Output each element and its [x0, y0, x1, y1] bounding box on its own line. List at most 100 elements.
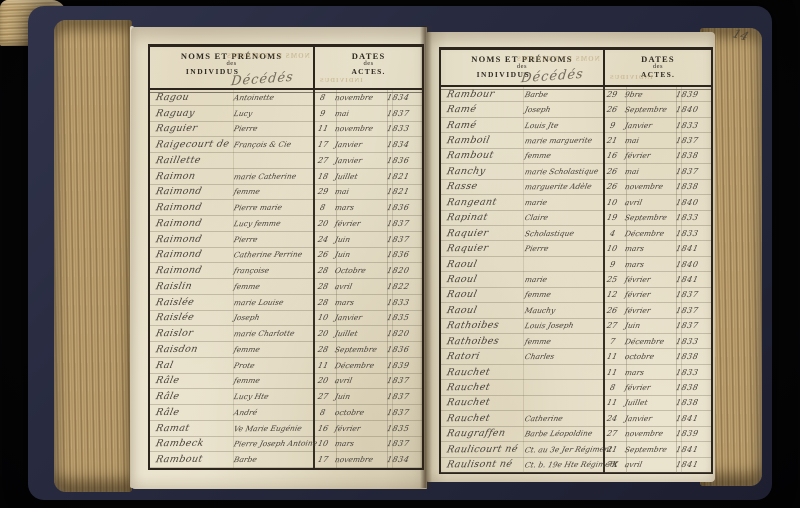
surname-cell: Raisdon [150, 344, 234, 355]
surname-handwriting: Raislée [154, 312, 196, 324]
firstname-handwriting: Catherine [523, 413, 564, 424]
register-row: Ramat Ve Marie Eugénie 16 février 1835 [150, 421, 422, 437]
month-handwriting: octobre [623, 352, 655, 362]
year-cell: 1841 [674, 243, 711, 254]
day-handwriting: 20 [316, 218, 329, 228]
handwritten-category: Décédés [520, 66, 585, 87]
month-cell: février [334, 423, 387, 432]
day-cell: 26 [600, 182, 624, 191]
month-handwriting: novembre [333, 92, 374, 103]
month-handwriting: octobre [333, 407, 366, 418]
day-cell: 27 [600, 429, 624, 438]
month-handwriting: mars [333, 297, 355, 307]
year-handwriting: 1838 [674, 382, 700, 393]
month-cell: Juillet [334, 172, 387, 181]
year-handwriting: 1837 [385, 407, 410, 417]
firstname-handwriting: marie Louise [233, 297, 285, 307]
year-cell: 1836 [385, 344, 422, 354]
month-cell: Septembre [334, 345, 387, 354]
month-cell: novembre [334, 124, 387, 133]
year-handwriting: 1841 [674, 444, 700, 454]
surname-handwriting: Rauchet [445, 381, 492, 394]
firstname-cell: Claire [524, 213, 601, 222]
register-row: Râle femme 20 avril 1837 [150, 374, 422, 390]
year-cell: 1840 [675, 198, 711, 207]
firstname-cell: marie [524, 198, 601, 207]
register-row: Raimond Lucy femme 20 février 1837 [150, 216, 422, 232]
firstname-handwriting: Lucy femme [233, 218, 282, 229]
firstname-cell [525, 368, 601, 377]
register-row: Râle André 8 octobre 1837 [150, 405, 422, 421]
day-handwriting: 24 [316, 234, 329, 244]
month-cell: mai [334, 187, 387, 196]
month-handwriting: février [623, 305, 652, 315]
names-des: des [516, 63, 528, 70]
register-row: Raguay Lucy 9 mai 1837 [150, 106, 422, 122]
day-handwriting: 11 [316, 124, 329, 134]
month-cell: avril [624, 198, 676, 207]
firstname-handwriting: Pierre [233, 124, 259, 134]
surname-cell: Raulisont né [441, 458, 525, 471]
surname-handwriting: Rauchet [445, 397, 492, 409]
day-handwriting: 28 [316, 281, 329, 291]
firstname-cell: Pierre [233, 124, 310, 134]
month-handwriting: Juin [333, 250, 352, 260]
year-cell: 1837 [386, 235, 422, 244]
day-handwriting: 19 [606, 213, 619, 223]
month-cell: Janvier [334, 140, 387, 149]
year-cell: 1841 [674, 413, 711, 424]
firstname-cell: François & Cie [233, 140, 310, 150]
day-handwriting: 21 [606, 444, 619, 454]
right-page: NOMS ET PRÉNOMS des INDIVIDUS Décédés NO… [427, 32, 715, 482]
year-handwriting: 1841 [674, 243, 700, 254]
firstname-cell: Lucy [233, 109, 310, 118]
month-cell: octobre [623, 352, 676, 362]
month-cell: Juin [624, 321, 676, 330]
year-cell: 1839 [385, 360, 422, 370]
month-cell: novembre [624, 429, 676, 438]
year-handwriting: 1838 [674, 352, 700, 362]
surname-handwriting: Raoul [445, 304, 479, 317]
register-row: Raimond françoise 28 Octobre 1820 [150, 263, 422, 279]
register-row: Rauchet 11 Juillet 1838 [441, 396, 711, 412]
month-handwriting: Septembre [623, 444, 668, 454]
month-handwriting: avril [333, 281, 354, 291]
year-handwriting: 1838 [674, 398, 700, 408]
year-cell: 1821 [386, 172, 422, 181]
month-cell: Juillet [624, 398, 676, 407]
year-handwriting: 1841 [674, 413, 700, 424]
year-cell: 1837 [675, 136, 711, 145]
day-handwriting: 8 [319, 203, 327, 213]
firstname-handwriting: Mauchy [523, 305, 556, 316]
register-row: Raislor marie Charlotte 20 Juillet 1820 [150, 326, 422, 342]
day-cell: 28 [310, 266, 334, 275]
year-cell: 1833 [386, 298, 422, 307]
register-row: Raillette 27 Janvier 1836 [150, 153, 422, 169]
year-handwriting: 1835 [385, 423, 410, 433]
month-handwriting: mai [333, 108, 350, 118]
year-handwriting: 1839 [385, 360, 410, 370]
month-handwriting: mars [623, 259, 645, 269]
register-row: Raimond femme 29 mai 1821 [150, 185, 422, 201]
register-row: Raquier Scholastique 4 Décembre 1833 [441, 226, 711, 242]
year-handwriting: 1840 [674, 105, 700, 115]
day-handwriting: 18 [316, 171, 329, 181]
firstname-cell: Pierre [524, 244, 601, 253]
register-row: Raguier Pierre 11 novembre 1833 [150, 122, 422, 138]
year-cell: 1837 [675, 321, 711, 330]
firstname-handwriting: Catherine Perrine [233, 250, 304, 260]
right-table-header: NOMS ET PRÉNOMS des INDIVIDUS Décédés NO… [441, 50, 711, 90]
register-row: Raquier Pierre 10 mars 1841 [441, 241, 711, 257]
firstname-cell: Barbe Léopoldine [524, 429, 601, 439]
surname-handwriting: Raulisont né [445, 458, 514, 471]
surname-handwriting: Ramat [154, 422, 191, 434]
firstname-cell [234, 156, 310, 165]
left-header-names-column: NOMS ET PRÉNOMS des INDIVIDUS Décédés NO… [150, 47, 313, 89]
surname-cell: Ral [150, 360, 234, 371]
year-handwriting: 1836 [385, 344, 410, 354]
month-handwriting: février [623, 274, 652, 285]
surname-cell: Raugraffen [441, 428, 525, 440]
surname-cell: Rambout [441, 150, 525, 161]
firstname-cell: femme [524, 290, 601, 299]
day-cell: 8 [310, 93, 334, 102]
